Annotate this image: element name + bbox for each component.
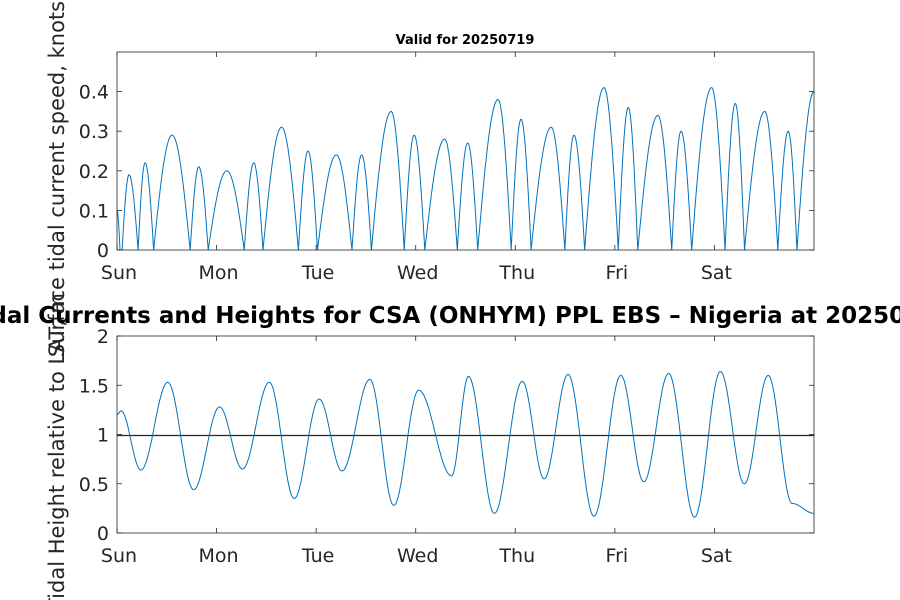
current-speed-x-tick-label: Fri [606, 262, 629, 284]
current-speed-x-tick-label: Wed [397, 262, 438, 284]
tidal-height-series-line [116, 371, 814, 518]
current-speed-x-tick-label: Tue [301, 262, 334, 284]
current-speed-x-ticks: Sun Mon Tue Wed Thu Fri Sat [101, 52, 732, 284]
tidal-height-plot-area [117, 336, 814, 533]
tidal-height-chart: 0 0.5 1 1.5 2 Sun Mon Tue Wed Thu Fri Sat Tidal He… [45, 293, 815, 600]
tidal-height-x-tick-label: Mon [199, 545, 239, 567]
tidal-height-y-tick-label: 1.5 [79, 375, 109, 397]
tidal-height-x-tick-label: Tue [301, 545, 334, 567]
current-speed-x-tick-label: Sat [701, 262, 732, 284]
current-speed-x-tick-label: Thu [498, 262, 535, 284]
tidal-height-plot-background [117, 336, 814, 533]
tidal-height-y-ticks: 0 0.5 1 1.5 2 [79, 326, 814, 545]
tidal-height-y-axis-label: Tidal Height relative to LAT, m [45, 293, 69, 600]
current-speed-y-tick-label: 0.4 [79, 82, 109, 104]
figure-main-title: Tidal Currents and Heights for CSA (ONHY… [0, 303, 900, 329]
tidal-height-y-tick-label: 0.5 [79, 474, 109, 496]
tidal-height-y-tick-label: 0 [97, 523, 109, 545]
current-speed-chart-title: Valid for 20250719 [396, 33, 535, 48]
tidal-height-x-ticks: Sun Mon Tue Wed Thu Fri Sat [101, 336, 732, 567]
tidal-height-x-tick-label: Thu [498, 545, 535, 567]
current-speed-y-tick-label: 0.2 [79, 161, 109, 183]
tidal-height-x-tick-label: Wed [397, 545, 438, 567]
tidal-height-y-tick-label: 1 [97, 425, 109, 447]
current-speed-x-tick-label: Sun [101, 262, 137, 284]
current-speed-y-ticks: 0 0.1 0.2 0.3 0.4 [79, 82, 814, 262]
tidal-height-x-tick-label: Sun [101, 545, 137, 567]
current-speed-y-tick-label: 0 [97, 240, 109, 262]
current-speed-axes-box [116, 51, 815, 251]
current-speed-y-tick-label: 0.3 [79, 121, 109, 143]
current-speed-axes [116, 51, 815, 251]
current-speed-x-tick-label: Mon [199, 262, 239, 284]
tidal-height-x-tick-label: Sat [701, 545, 732, 567]
current-speed-series-line [116, 87, 815, 251]
current-speed-chart: Valid for 20250719 0 0.1 0.2 0.3 0.4 Sun Mon T… [45, 1, 815, 357]
tidal-height-x-tick-label: Fri [606, 545, 629, 567]
current-speed-y-axis-label: Surface tidal current speed, knots [45, 1, 69, 357]
current-speed-y-tick-label: 0.1 [79, 200, 109, 222]
tidal-height-y-tick-label: 2 [97, 326, 109, 348]
